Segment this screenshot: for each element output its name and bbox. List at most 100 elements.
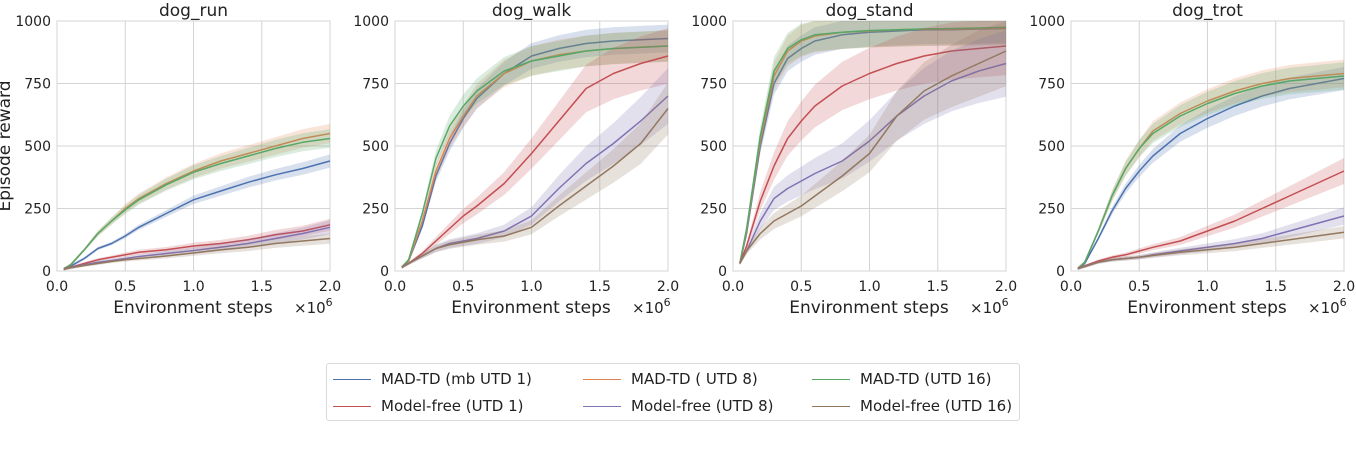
y-tick-label: 0 — [718, 264, 727, 280]
x-tick-label: 0.0 — [722, 279, 744, 295]
x-tick-label: 1.0 — [520, 279, 542, 295]
legend-label: MAD-TD (mb UTD 1) — [381, 370, 532, 388]
series-band — [1077, 66, 1344, 271]
x-tick-label: 0.5 — [790, 279, 812, 295]
legend-label: Model-free (UTD 16) — [860, 397, 1013, 415]
x-tick-label: 0.5 — [452, 279, 474, 295]
x-axis-label: Environment steps — [113, 298, 273, 318]
y-tick-label: 1000 — [691, 14, 727, 30]
y-tick-label: 250 — [362, 202, 389, 218]
series-line — [63, 237, 331, 270]
series-band — [63, 154, 331, 271]
y-tick-label: 250 — [24, 202, 51, 218]
y-tick-label: 500 — [24, 139, 51, 155]
series-line — [739, 27, 1007, 264]
x-tick-label: 0.5 — [1128, 279, 1150, 295]
y-tick-label: 500 — [362, 139, 389, 155]
x-tick-label: 2.0 — [319, 279, 341, 295]
panel-title: dog_stand — [826, 1, 914, 21]
x-axis-multiplier: ×106 — [1308, 296, 1347, 317]
legend-swatch — [583, 378, 621, 380]
panel-title: dog_walk — [492, 1, 572, 21]
series-line — [739, 50, 1007, 264]
y-tick-label: 250 — [1038, 202, 1065, 218]
legend-swatch — [812, 378, 850, 380]
series-line — [401, 37, 669, 268]
x-tick-label: 1.0 — [1196, 279, 1218, 295]
x-axis-label: Environment steps — [789, 298, 949, 318]
legend-label: Model-free (UTD 8) — [631, 397, 774, 415]
x-axis-multiplier: ×106 — [970, 296, 1009, 317]
legend-swatch — [583, 405, 621, 407]
x-tick-label: 2.0 — [995, 279, 1017, 295]
y-tick-label: 500 — [1038, 139, 1065, 155]
x-tick-label: 1.5 — [1265, 279, 1287, 295]
legend-label: Model-free (UTD 1) — [381, 397, 524, 415]
series-band — [1077, 226, 1344, 270]
y-tick-label: 750 — [362, 77, 389, 93]
y-tick-label: 0 — [380, 264, 389, 280]
legend-label: MAD-TD (UTD 16) — [860, 370, 992, 388]
x-tick-label: 0.0 — [46, 279, 68, 295]
series-line — [739, 45, 1007, 264]
series-band — [401, 30, 668, 269]
legend-label: MAD-TD ( UTD 8) — [631, 370, 758, 388]
panel-dog-run: 0.0 0.5 1.0 1.5 2.0 0 250 500 750 1000 dog_run Envi… — [0, 1, 341, 318]
series-band — [401, 30, 668, 269]
legend-item-model-free-utd-16: Model-free (UTD 16) — [812, 395, 1012, 417]
y-tick-label: 0 — [42, 264, 51, 280]
panel-dog-walk: 0.0 0.5 1.0 1.5 2.0 0 250 500 750 1000 dog_walk Env… — [353, 1, 679, 318]
x-axis-label: Environment steps — [451, 298, 611, 318]
series-line — [63, 226, 331, 270]
x-tick-label: 0.0 — [1060, 279, 1082, 295]
series-line — [739, 62, 1007, 264]
series-line — [739, 26, 1007, 264]
panel-title: dog_trot — [1172, 1, 1243, 21]
y-tick-label: 1000 — [353, 14, 389, 30]
series-line — [63, 137, 331, 270]
x-tick-label: 1.5 — [589, 279, 611, 295]
series-line — [63, 160, 331, 270]
panel-dog-trot: 0.0 0.5 1.0 1.5 2.0 0 250 500 750 1000 dog_trot Env… — [1029, 1, 1355, 318]
series-line — [1077, 77, 1345, 270]
series-band — [401, 24, 668, 269]
y-tick-label: 750 — [24, 77, 51, 93]
panel-dog-stand: 0.0 0.5 1.0 1.5 2.0 0 250 500 750 1000 dog_stand En… — [691, 1, 1017, 318]
legend-swatch — [333, 378, 371, 380]
x-tick-label: 1.5 — [251, 279, 273, 295]
series-band — [1077, 62, 1344, 270]
y-axis-label: Episode reward — [0, 80, 15, 211]
x-tick-label: 1.0 — [858, 279, 880, 295]
series-line — [1077, 170, 1345, 270]
x-axis-multiplier: ×106 — [632, 296, 671, 317]
y-tick-label: 500 — [700, 139, 727, 155]
series-band — [739, 21, 1006, 265]
series-band — [63, 218, 331, 271]
legend-swatch — [333, 405, 371, 407]
series-line — [1077, 75, 1345, 270]
legend-item-mad-td-mb-utd-1: MAD-TD (mb UTD 1) — [333, 368, 532, 390]
x-tick-label: 1.0 — [182, 279, 204, 295]
series-band — [1077, 207, 1344, 270]
x-tick-label: 2.0 — [1333, 279, 1355, 295]
legend-item-model-free-utd-1: Model-free (UTD 1) — [333, 395, 524, 417]
series-line — [63, 224, 331, 270]
x-tick-label: 1.5 — [927, 279, 949, 295]
y-tick-label: 1000 — [1029, 14, 1065, 30]
series-band — [401, 82, 668, 269]
y-tick-label: 250 — [700, 202, 727, 218]
x-axis-multiplier: ×106 — [294, 296, 333, 317]
legend: MAD-TD (mb UTD 1) MAD-TD ( UTD 8) MAD-TD… — [326, 363, 1020, 421]
legend-item-mad-td-utd-8: MAD-TD ( UTD 8) — [583, 368, 758, 390]
x-axis-label: Environment steps — [1127, 298, 1287, 318]
series-band — [63, 129, 331, 271]
y-tick-label: 750 — [1038, 77, 1065, 93]
series-line — [401, 108, 669, 268]
series-band — [739, 21, 1006, 265]
y-tick-label: 0 — [1056, 264, 1065, 280]
panel-title: dog_run — [159, 1, 228, 21]
legend-item-mad-td-utd-16: MAD-TD (UTD 16) — [812, 368, 992, 390]
y-tick-label: 1000 — [15, 14, 51, 30]
x-tick-label: 0.5 — [114, 279, 136, 295]
